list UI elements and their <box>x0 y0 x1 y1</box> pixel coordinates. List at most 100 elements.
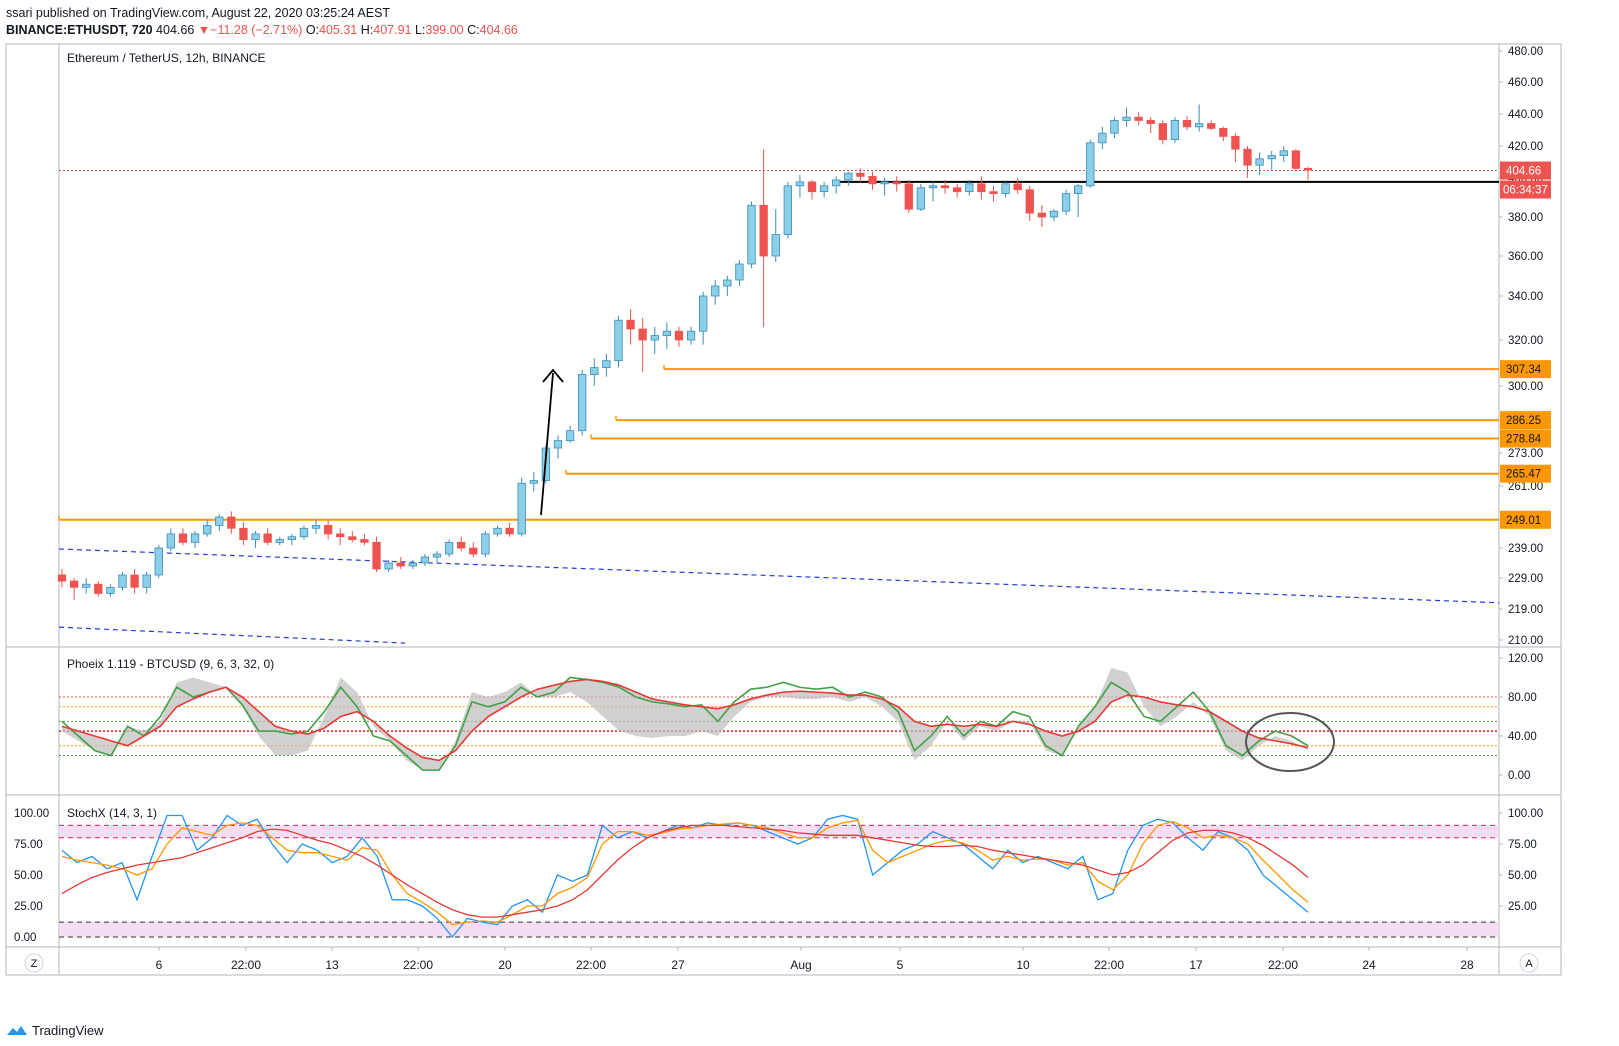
candle <box>747 201 756 268</box>
candle-body <box>311 525 321 529</box>
candle-body <box>336 533 345 538</box>
level-price-tag <box>1500 411 1551 430</box>
candle-body <box>904 183 913 210</box>
phoeix-y-tick-label: 0.00 <box>1508 770 1530 782</box>
candle-body <box>844 172 853 181</box>
phoeix-pane-title: Phoeix 1.119 - BTCUSD (9, 6, 3, 32, 0) <box>67 657 274 671</box>
candle <box>1086 139 1095 188</box>
candle <box>674 326 684 347</box>
candle <box>1098 126 1107 150</box>
candle <box>989 185 998 202</box>
candle-body <box>481 533 490 555</box>
candle-body <box>505 527 514 535</box>
candle-body <box>130 574 139 588</box>
candle-body <box>590 367 599 375</box>
candle-body <box>1291 150 1301 169</box>
candle-body <box>1219 127 1228 137</box>
candle-body <box>880 181 889 185</box>
candle <box>904 179 913 214</box>
candle-body <box>1279 150 1288 157</box>
level-price-label: 249.01 <box>1506 515 1541 527</box>
phoeix-band <box>62 667 1308 771</box>
candle <box>408 560 417 569</box>
candle-body <box>1146 120 1155 125</box>
x-tick-label: 17 <box>1189 958 1203 972</box>
candle-body <box>614 319 623 362</box>
y-tick-label: 460.00 <box>1508 77 1543 89</box>
candle <box>856 168 865 182</box>
candle-body <box>408 562 417 567</box>
close-value: 404.66 <box>479 23 518 37</box>
candle <box>1303 166 1313 180</box>
candle-body <box>578 374 587 432</box>
high-value: 407.91 <box>373 23 412 37</box>
stoch-right-tick-label: 50.00 <box>1508 870 1537 882</box>
countdown-label: 06:34:37 <box>1503 185 1548 197</box>
candle-body <box>444 541 454 555</box>
candle-body <box>1098 132 1107 144</box>
x-tick-label: 24 <box>1362 958 1376 972</box>
candle <box>457 536 466 551</box>
candle <box>711 280 720 305</box>
candle <box>590 358 599 386</box>
candle-body <box>1025 189 1034 214</box>
candle <box>263 528 272 546</box>
candle-body <box>1110 120 1119 134</box>
candle <box>1158 120 1167 145</box>
candle <box>1255 152 1264 175</box>
candle-body <box>674 330 684 341</box>
candle <box>505 522 514 537</box>
candle <box>1025 185 1034 221</box>
candle-body <box>348 536 357 540</box>
candle-body <box>372 541 381 570</box>
candle-body <box>251 533 260 540</box>
y-tick-label: 229.00 <box>1508 573 1543 585</box>
candle <box>626 309 635 345</box>
x-tick-label: 6 <box>156 958 163 972</box>
candle <box>578 369 587 436</box>
candle-body <box>1158 123 1167 140</box>
candle <box>783 181 792 239</box>
phoeix-y-tick-label: 120.00 <box>1508 653 1543 665</box>
candle-body <box>299 527 309 538</box>
candle <box>517 477 526 537</box>
candle <box>892 176 901 192</box>
candle <box>1291 149 1301 172</box>
candle <box>481 531 490 557</box>
candle <box>372 536 381 572</box>
candle-body <box>432 553 442 558</box>
candle <box>916 183 926 212</box>
candle <box>190 531 200 548</box>
candle-body <box>469 547 478 555</box>
candle-body <box>94 583 103 594</box>
candle-body <box>1037 212 1047 218</box>
stoch-left-tick-label: 50.00 <box>14 870 43 882</box>
level-price-tag <box>1500 360 1551 379</box>
candle-body <box>420 556 430 564</box>
candle-body <box>1267 155 1276 160</box>
candle <box>1146 117 1155 134</box>
stoch-right-tick-label: 25.00 <box>1508 901 1537 913</box>
candle-body <box>832 179 841 187</box>
candle <box>868 171 877 190</box>
x-tick-label: 20 <box>498 958 512 972</box>
annotation-circle <box>1245 712 1335 772</box>
last-price-tag <box>1500 161 1551 180</box>
candle-body <box>275 539 284 543</box>
stoch-left-tick-label: 75.00 <box>14 839 43 851</box>
candle <box>69 578 79 600</box>
candle <box>602 353 611 377</box>
candle-body <box>807 181 817 193</box>
candle <box>432 551 442 563</box>
candle <box>807 179 817 200</box>
candle <box>953 183 962 198</box>
level-price-label: 265.47 <box>1506 469 1541 481</box>
x-tick-label: 13 <box>325 958 339 972</box>
candle <box>1049 209 1059 221</box>
auto-scale-button <box>1519 953 1539 973</box>
candle-body <box>759 204 768 257</box>
candle-body <box>977 183 986 193</box>
symbol-label[interactable]: BINANCE:ETHUSDT, 720 <box>6 23 153 37</box>
candle-body <box>1231 135 1240 150</box>
